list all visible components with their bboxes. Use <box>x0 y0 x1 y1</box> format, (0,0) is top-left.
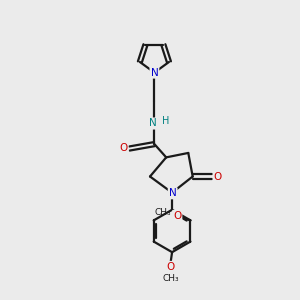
Text: CH₃: CH₃ <box>154 208 171 217</box>
Text: O: O <box>214 172 222 182</box>
Text: N: N <box>169 188 176 198</box>
Text: H: H <box>162 116 169 126</box>
Text: N: N <box>149 118 157 128</box>
Text: CH₃: CH₃ <box>162 274 179 283</box>
Text: O: O <box>167 262 175 272</box>
Text: O: O <box>173 211 181 221</box>
Text: O: O <box>119 143 128 153</box>
Text: N: N <box>151 68 158 78</box>
